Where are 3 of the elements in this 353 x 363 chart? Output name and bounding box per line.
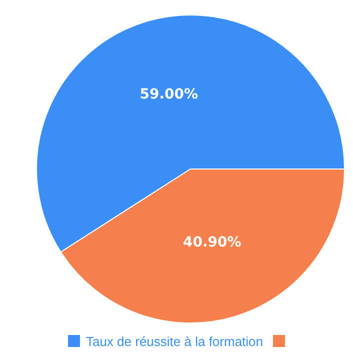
legend-label: Taux de réussite à la formation [86, 334, 264, 348]
data-label: 40.90% [182, 234, 242, 251]
data-label: 59.00% [140, 86, 198, 103]
